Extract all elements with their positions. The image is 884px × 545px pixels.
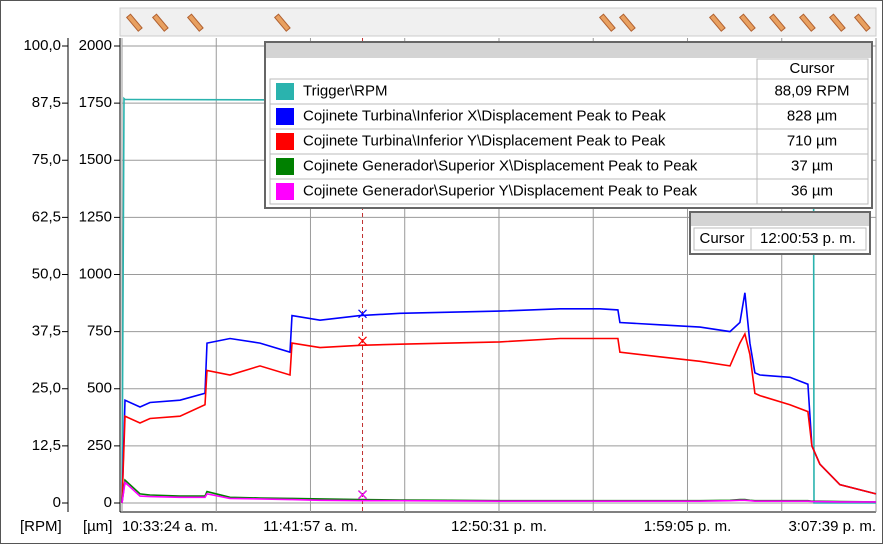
legend-name-cell xyxy=(269,78,758,105)
legend-value-cell xyxy=(756,153,869,180)
legend-label: Cojinete Turbina\Inferior X\Displacement… xyxy=(303,107,666,124)
legend-value: 88,09 RPM xyxy=(774,82,849,99)
legend-swatch xyxy=(276,158,294,175)
cursor-marker xyxy=(358,336,367,346)
legend-value-cell xyxy=(756,128,869,155)
legend-name-cell xyxy=(269,128,758,155)
legend-swatch xyxy=(276,133,294,150)
toolbar xyxy=(119,7,877,37)
cursor-marker xyxy=(358,309,367,319)
legend-label: Cojinete Generador\Superior X\Displaceme… xyxy=(303,157,698,174)
x-tick-label: 11:41:57 a. m. xyxy=(263,518,358,535)
cursor-marker xyxy=(358,490,367,500)
y2-tick-label: 0 xyxy=(53,494,61,511)
x-tick-label: 3:07:39 p. m. xyxy=(788,518,876,535)
legend-value: 37 µm xyxy=(791,157,833,174)
x-tick-label: 12:50:31 p. m. xyxy=(451,518,547,535)
y2-unit-label: [RPM] xyxy=(20,518,62,535)
y2-tick-label: 12,5 xyxy=(32,437,61,454)
y-tick-label: 1500 xyxy=(79,151,112,168)
x-tick-label: 1:59:05 p. m. xyxy=(644,518,732,535)
legend-swatch xyxy=(276,83,294,100)
y2-tick-label: 87,5 xyxy=(32,94,61,111)
legend-name-cell xyxy=(269,103,758,130)
y2-tick-label: 62,5 xyxy=(32,208,61,225)
legend-titlebar xyxy=(266,43,871,58)
legend-value-cell xyxy=(756,178,869,205)
legend-value: 710 µm xyxy=(787,132,837,149)
y2-tick-label: 25,0 xyxy=(32,380,61,397)
toolbar-icons xyxy=(125,13,871,32)
cursor-label: Cursor xyxy=(699,230,744,247)
series-line xyxy=(121,480,876,504)
y2-tick-label: 50,0 xyxy=(32,265,61,282)
y-tick-label: 500 xyxy=(87,380,112,397)
legend-value: 828 µm xyxy=(787,107,837,124)
y-tick-label: 2000 xyxy=(79,37,112,54)
legend-header: Cursor xyxy=(789,60,834,77)
y-tick-label: 1000 xyxy=(79,265,112,282)
y-tick-label: 250 xyxy=(87,437,112,454)
series-line xyxy=(121,331,877,504)
cursor-titlebar xyxy=(691,213,869,226)
y2-tick-label: 75,0 xyxy=(32,151,61,168)
legend-value: 36 µm xyxy=(791,182,833,199)
legend-swatch xyxy=(276,183,294,200)
legend-label: Trigger\RPM xyxy=(303,82,387,99)
y-tick-label: 1750 xyxy=(79,94,112,111)
x-tick-label: 10:33:24 a. m. xyxy=(122,518,218,535)
legend-label: Cojinete Generador\Superior Y\Displaceme… xyxy=(303,182,698,199)
legend-swatch xyxy=(276,108,294,125)
series-line xyxy=(121,292,877,504)
legend-name-cell xyxy=(269,153,758,180)
y-tick-label: 0 xyxy=(104,494,112,511)
cursor-time: 12:00:53 p. m. xyxy=(760,230,856,247)
y-unit-label: [µm] xyxy=(83,518,112,535)
legend-label: Cojinete Turbina\Inferior Y\Displacement… xyxy=(303,132,666,149)
y-tick-label: 1250 xyxy=(79,208,112,225)
y-tick-label: 750 xyxy=(87,323,112,340)
y2-tick-label: 100,0 xyxy=(23,37,61,54)
cursor-time-cell xyxy=(750,227,867,251)
legend-value-cell xyxy=(756,103,869,130)
y2-tick-label: 37,5 xyxy=(32,323,61,340)
